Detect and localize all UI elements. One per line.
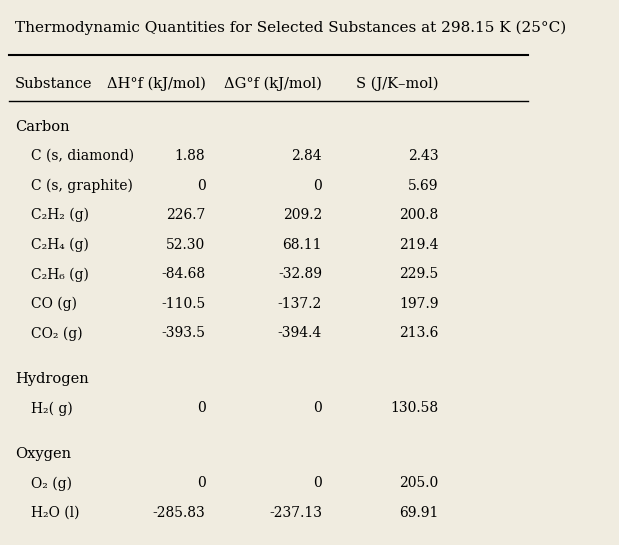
Text: 2.84: 2.84: [292, 149, 322, 163]
Text: C (s, diamond): C (s, diamond): [31, 149, 134, 163]
Text: 0: 0: [313, 476, 322, 490]
Text: 219.4: 219.4: [399, 238, 438, 252]
Text: 130.58: 130.58: [390, 401, 438, 415]
Text: ΔG°f (kJ/mol): ΔG°f (kJ/mol): [224, 77, 322, 91]
Text: Substance: Substance: [15, 77, 92, 90]
Text: C₂H₆ (g): C₂H₆ (g): [31, 267, 89, 282]
Text: 0: 0: [197, 179, 206, 192]
Text: Hydrogen: Hydrogen: [15, 372, 89, 386]
Text: Thermodynamic Quantities for Selected Substances at 298.15 K (25°C): Thermodynamic Quantities for Selected Su…: [15, 20, 566, 35]
Text: -84.68: -84.68: [162, 267, 206, 281]
Text: 209.2: 209.2: [283, 208, 322, 222]
Text: 213.6: 213.6: [399, 326, 438, 340]
Text: CO₂ (g): CO₂ (g): [31, 326, 82, 341]
Text: 2.43: 2.43: [408, 149, 438, 163]
Text: -32.89: -32.89: [278, 267, 322, 281]
Text: -394.4: -394.4: [278, 326, 322, 340]
Text: 0: 0: [197, 401, 206, 415]
Text: Carbon: Carbon: [15, 119, 69, 134]
Text: S (J/K–mol): S (J/K–mol): [356, 77, 438, 91]
Text: CO (g): CO (g): [31, 296, 77, 311]
Text: C₂H₄ (g): C₂H₄ (g): [31, 238, 89, 252]
Text: 68.11: 68.11: [282, 238, 322, 252]
Text: 69.91: 69.91: [399, 506, 438, 520]
Text: H₂( g): H₂( g): [31, 401, 72, 416]
Text: -110.5: -110.5: [161, 296, 206, 311]
Text: Oxygen: Oxygen: [15, 447, 71, 461]
Text: O₂ (g): O₂ (g): [31, 476, 72, 491]
Text: 5.69: 5.69: [408, 179, 438, 192]
Text: 0: 0: [313, 401, 322, 415]
Text: 205.0: 205.0: [399, 476, 438, 490]
Text: C₂H₂ (g): C₂H₂ (g): [31, 208, 89, 222]
Text: 0: 0: [313, 179, 322, 192]
Text: ΔH°f (kJ/mol): ΔH°f (kJ/mol): [106, 77, 206, 91]
Text: 226.7: 226.7: [166, 208, 206, 222]
Text: 52.30: 52.30: [166, 238, 206, 252]
Text: -285.83: -285.83: [153, 506, 206, 520]
Text: C (s, graphite): C (s, graphite): [31, 179, 132, 193]
Text: 200.8: 200.8: [399, 208, 438, 222]
Text: -393.5: -393.5: [162, 326, 206, 340]
Text: 229.5: 229.5: [399, 267, 438, 281]
Text: 197.9: 197.9: [399, 296, 438, 311]
Text: -137.2: -137.2: [278, 296, 322, 311]
Text: 1.88: 1.88: [175, 149, 206, 163]
Text: 0: 0: [197, 476, 206, 490]
Text: H₂O (l): H₂O (l): [31, 506, 79, 520]
Text: -237.13: -237.13: [269, 506, 322, 520]
